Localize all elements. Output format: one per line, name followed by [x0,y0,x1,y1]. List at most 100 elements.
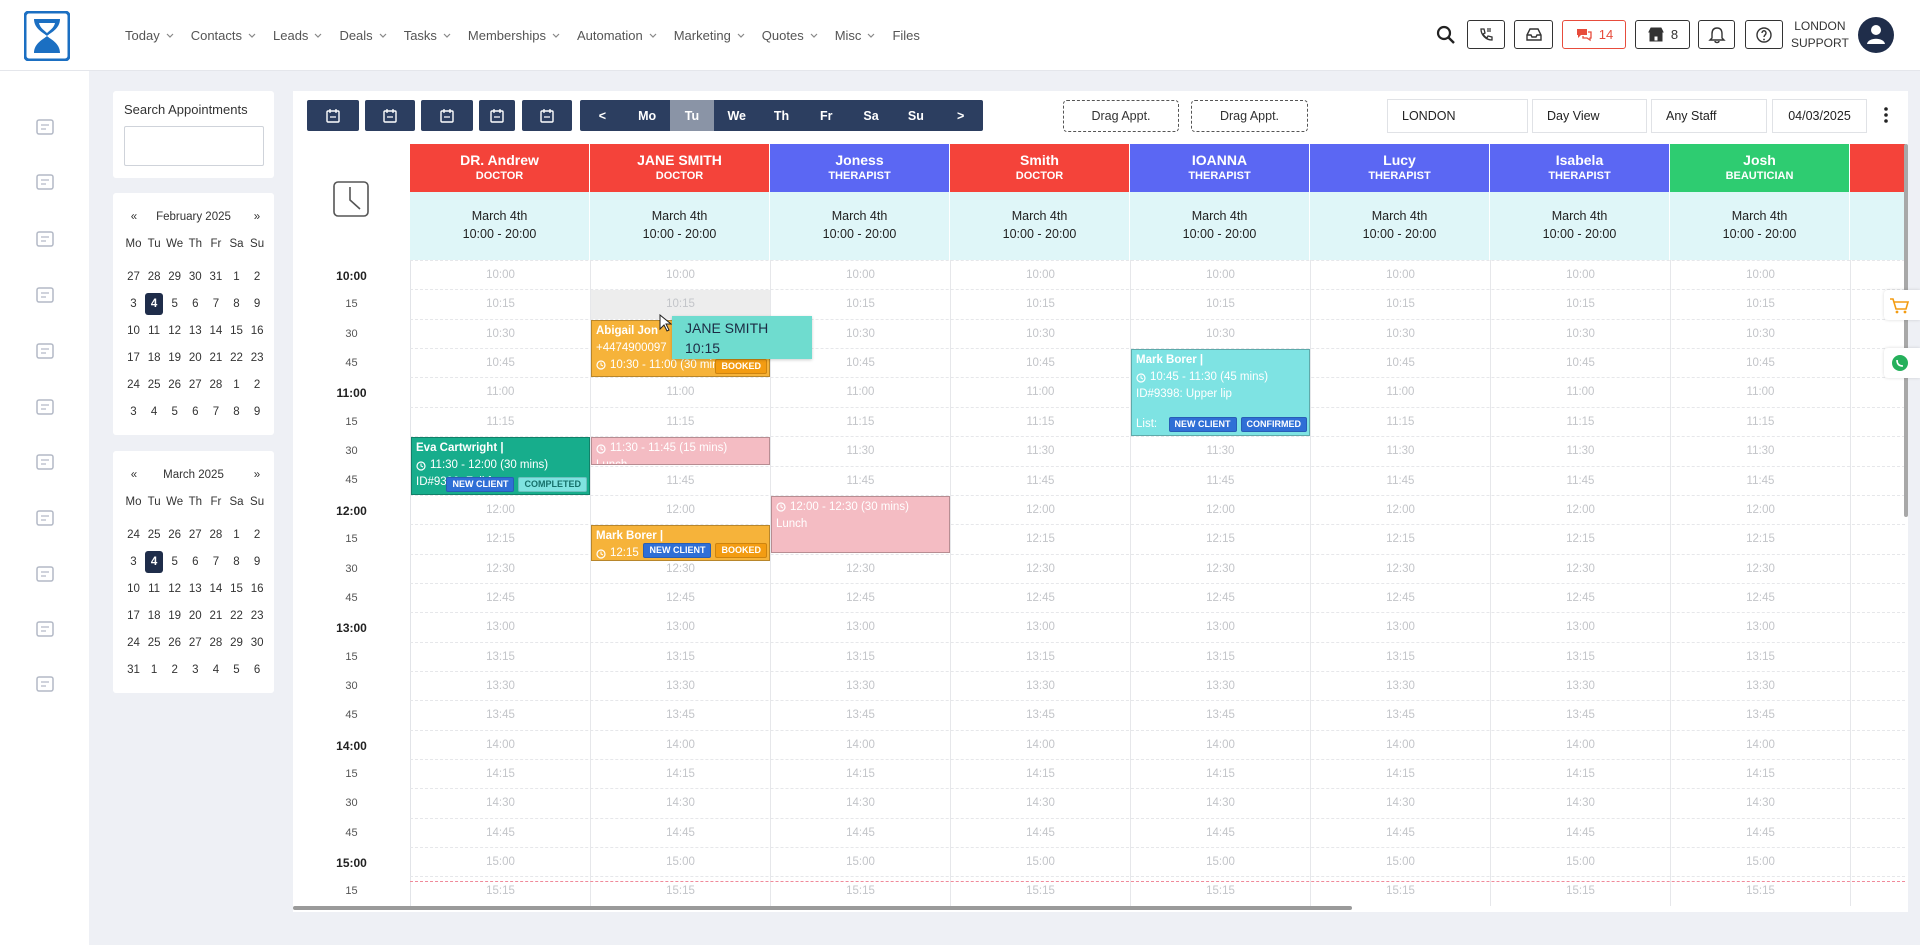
slot-cell[interactable]: 15:15 [1026,885,1055,898]
slot-cell[interactable]: 15:00 [1566,856,1595,868]
day[interactable]: 27 [127,271,140,283]
day[interactable]: 13 [188,325,202,337]
slot-cell[interactable]: 14:15 [1566,768,1595,780]
slot-cell[interactable]: 10:45 [846,357,875,370]
slot-cell[interactable]: 10:45 [1026,357,1055,370]
day-selected[interactable]: 4 [145,293,164,315]
day[interactable]: 24 [127,637,140,649]
slot-cell[interactable]: 13:15 [846,650,875,663]
slot-cell[interactable]: 14:30 [666,797,695,810]
day[interactable]: 8 [233,556,240,568]
slot-cell[interactable]: 15:15 [1746,885,1775,898]
slot-cell[interactable]: 13:45 [1386,709,1415,722]
slot-cell[interactable]: 13:00 [486,621,515,634]
day[interactable]: 11 [148,325,161,337]
slot-cell[interactable]: 13:30 [1746,679,1775,692]
day[interactable]: 24 [127,529,140,541]
slot-cell[interactable]: 15:15 [846,885,875,898]
slot-cell[interactable]: 12:30 [846,562,875,575]
slot-cell[interactable]: 14:30 [846,797,875,810]
slot-cell[interactable]: 11:45 [846,474,875,487]
slot-cell[interactable]: 15:15 [666,885,695,898]
day[interactable]: 12 [168,325,182,337]
day[interactable]: 3 [192,664,199,676]
day[interactable]: 22 [230,352,243,364]
appointment[interactable]: Mark Borer | 10:45 - 11:30 (45 mins) ID#93… [1131,349,1310,437]
slot-cell[interactable]: 13:15 [1746,650,1775,663]
slot-cell[interactable]: 13:15 [486,650,515,663]
slot-cell[interactable]: 12:15 [1206,533,1235,546]
day-nav-button[interactable]: Su [907,108,924,123]
slot-cell[interactable]: 12:00 [1386,503,1415,516]
slot-cell[interactable]: 10:00 [1206,269,1235,281]
day[interactable]: 3 [130,406,137,418]
slot-cell[interactable]: 15:00 [846,856,875,868]
slot-cell[interactable]: 14:15 [846,768,875,780]
slot-cell[interactable]: 13:00 [666,621,695,634]
day[interactable]: 28 [209,637,223,649]
day[interactable]: 31 [127,664,140,676]
appointment[interactable]: Eva Cartwright | 11:30 - 12:00 (30 mins) I… [411,437,590,495]
slot-cell[interactable]: 11:15 [1386,415,1415,428]
slot-cell[interactable]: 13:30 [846,679,875,692]
slot-cell[interactable]: 11:45 [1206,474,1235,487]
slot-cell[interactable]: 14:45 [666,826,695,839]
day[interactable]: 1 [233,379,240,391]
day[interactable]: 18 [147,352,161,364]
slot-cell[interactable]: 13:45 [1566,709,1595,722]
slot-cell[interactable]: 11:00 [1746,386,1775,399]
logo[interactable] [24,11,70,61]
slot-cell[interactable]: 13:15 [1206,650,1235,663]
slot-cell[interactable]: 11:15 [1026,415,1055,428]
slot-cell[interactable]: 12:00 [1566,503,1595,516]
slot-cell[interactable]: 14:45 [1386,826,1415,839]
slot-cell[interactable]: 14:30 [1386,797,1415,810]
slot-cell[interactable]: 14:30 [1026,797,1055,810]
day[interactable]: 28 [209,379,223,391]
slot-cell[interactable]: 11:45 [1026,474,1055,487]
appointment[interactable]: 11:30 - 11:45 (15 mins) Lunch [591,437,770,466]
day[interactable]: 5 [171,556,178,568]
day[interactable]: 28 [147,271,161,283]
day[interactable]: 29 [230,637,243,649]
nav-item[interactable]: Quotes [762,28,818,43]
day[interactable]: 12 [168,583,182,595]
slot-cell[interactable]: 14:30 [1746,797,1775,810]
slot-cell[interactable]: 10:15 [591,290,770,319]
toolbar-button[interactable] [421,100,473,131]
day[interactable]: 3 [130,298,137,310]
slot-cell[interactable]: 13:15 [666,650,695,663]
appointment[interactable]: Mark Borer | 12:15 NEW CLIENT BOOKED [591,525,770,561]
day[interactable]: 15 [230,325,243,337]
slot-cell[interactable]: 15:00 [1026,856,1055,868]
day[interactable]: 5 [233,664,240,676]
slot-cell[interactable]: 14:15 [486,768,515,780]
slot-cell[interactable]: 14:45 [1566,826,1595,839]
slot-cell[interactable]: 15:00 [1386,856,1415,868]
day[interactable]: 15 [230,583,243,595]
slot-cell[interactable]: 13:45 [666,709,695,722]
filter-select[interactable]: Day View [1532,99,1647,133]
slot-cell[interactable]: 13:30 [1386,679,1415,692]
slot-cell[interactable]: 14:30 [486,797,515,810]
day[interactable]: 7 [212,406,220,418]
day[interactable]: 4 [150,406,158,418]
day[interactable]: 26 [168,379,182,391]
nav-item[interactable]: Deals [339,28,387,43]
day[interactable]: 19 [168,610,182,622]
slot-cell[interactable]: 12:45 [486,591,515,604]
slot-cell[interactable]: 10:30 [1746,327,1775,340]
header-button[interactable] [1745,20,1783,49]
slot-cell[interactable]: 10:45 [1386,357,1415,370]
slot-cell[interactable]: 10:15 [1386,298,1415,311]
day[interactable]: 24 [127,379,140,391]
day[interactable]: 4 [212,664,220,676]
slot-cell[interactable]: 10:30 [1206,327,1235,340]
slot-cell[interactable]: 11:15 [486,415,515,428]
slot-cell[interactable]: 10:30 [1026,327,1055,340]
day[interactable]: 9 [253,298,261,310]
slot-cell[interactable]: 11:00 [666,386,695,399]
day[interactable]: 6 [192,406,199,418]
slot-cell[interactable]: 13:30 [1566,679,1595,692]
appointment[interactable]: 12:00 - 12:30 (30 mins) Lunch [771,495,950,554]
